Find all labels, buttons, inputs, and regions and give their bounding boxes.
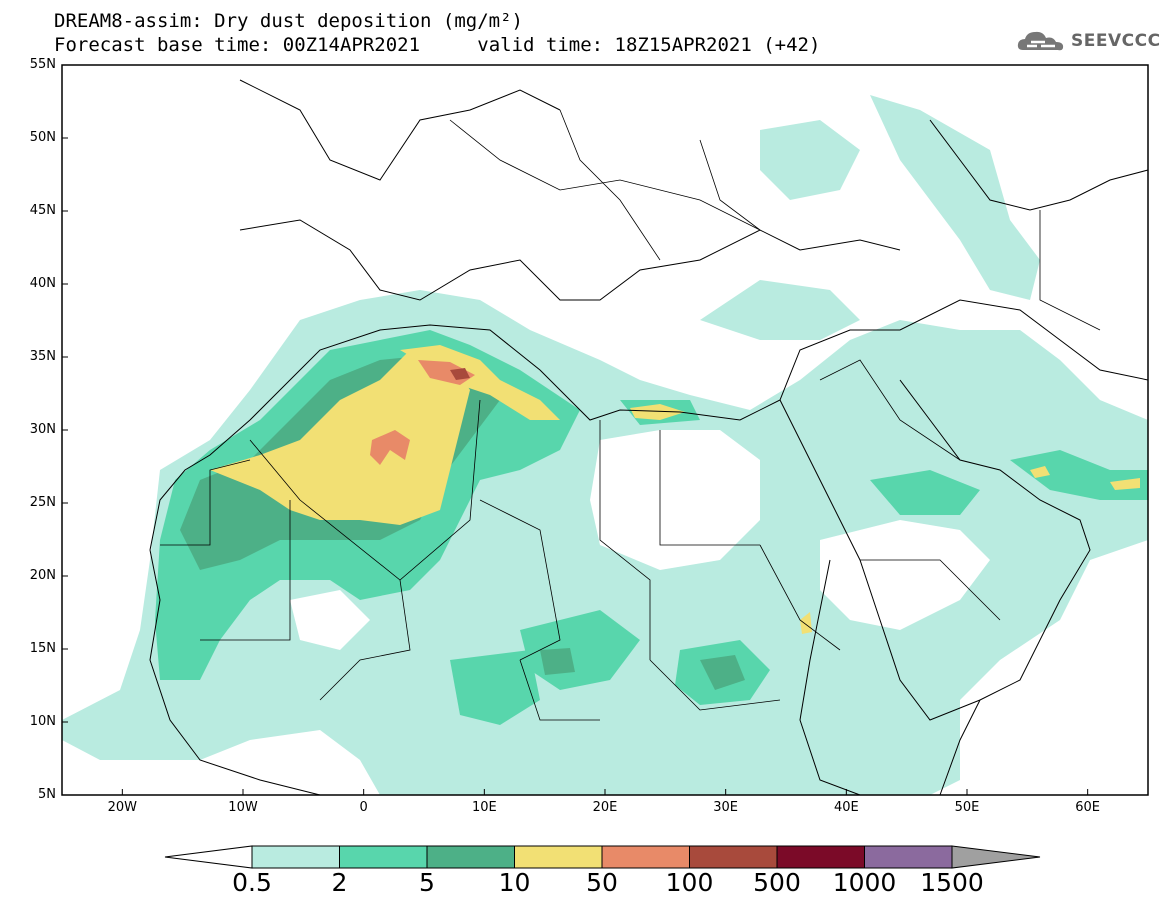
colorbar-box (251, 845, 340, 869)
colorbar-box (601, 845, 690, 869)
lon-label: 20E (592, 800, 618, 815)
lat-label: 20N (29, 568, 56, 583)
lat-label: 10N (29, 714, 56, 729)
colorbar-box (339, 845, 428, 869)
lat-label: 15N (29, 641, 56, 656)
lon-label: 30E (713, 800, 739, 815)
coastlines (149, 79, 1149, 796)
contour-10-ethiopia (800, 612, 812, 634)
no-data-arabia (820, 520, 990, 630)
contour-2-chad (450, 650, 540, 725)
contour-10-libya-coast (630, 404, 685, 420)
colorbar-label: 2 (331, 868, 348, 897)
contour-50-algeria (370, 430, 410, 465)
contour-0-5-ne (870, 95, 1040, 300)
lon-label: 60E (1075, 800, 1101, 815)
contour-10-gulf (1030, 466, 1050, 478)
no-data-libya-egypt (590, 430, 760, 570)
cloud-logo-icon (1017, 31, 1064, 51)
lat-label: 5N (38, 787, 56, 802)
contour-0-5-mediterranean (700, 280, 860, 340)
lat-label: 45N (29, 203, 56, 218)
colorbar-label: 50 (586, 868, 618, 897)
contour-10-oman (1110, 478, 1140, 490)
axis-ticks (62, 64, 1089, 796)
base-time: Forecast base time: 00Z14APR2021 (54, 34, 421, 56)
colorbar-box (426, 845, 515, 869)
colorbar (164, 845, 1041, 869)
lon-label: 0 (359, 800, 368, 815)
seevccc-logo: SEEVCCC (1015, 28, 1161, 54)
contour-5-chad (540, 648, 575, 675)
country-borders (160, 109, 1101, 721)
colorbar-box (689, 845, 778, 869)
contour-2-gulf (870, 470, 980, 515)
colorbar-label: 10 (498, 868, 531, 897)
colorbar-label: 1000 (832, 868, 897, 897)
lon-label: 50E (954, 800, 980, 815)
contour-100 (450, 368, 470, 380)
lon-label: 20W (107, 800, 138, 815)
colorbar-label: 100 (665, 868, 714, 897)
contour-0-5-east-europe (760, 120, 860, 200)
lon-label: 10W (228, 800, 258, 815)
lat-label: 25N (29, 495, 56, 510)
contour-5-sudan (700, 655, 745, 690)
dust-field (62, 95, 1148, 795)
contour-10 (210, 350, 470, 525)
colorbar-box (514, 845, 603, 869)
lon-label: 40E (833, 800, 859, 815)
lon-label: 10E (471, 800, 497, 815)
colorbar-label: 5 (419, 868, 435, 897)
lat-label: 50N (29, 130, 56, 145)
colorbar-box (776, 845, 865, 869)
lat-label: 30N (29, 422, 56, 437)
colorbar-label: 0.5 (232, 868, 272, 897)
lat-label: 40N (29, 276, 56, 291)
map-title: DREAM8-assim: Dry dust deposition (mg/m²… (54, 10, 523, 32)
colorbar-box (864, 845, 953, 869)
colorbar-over-arrow (951, 845, 1041, 869)
map-subtitle: Forecast base time: 00Z14APR2021 valid t… (54, 34, 820, 56)
no-data-sahara-west (290, 590, 370, 650)
logo-text: SEEVCCC (1071, 31, 1161, 51)
colorbar-label: 500 (753, 868, 801, 897)
colorbar-label: 1500 (920, 868, 984, 897)
lat-label: 55N (29, 57, 56, 72)
lat-label: 35N (29, 349, 56, 364)
valid-time: valid time: 18Z15APR2021 (+42) (477, 34, 821, 56)
colorbar-under-arrow (164, 845, 253, 869)
